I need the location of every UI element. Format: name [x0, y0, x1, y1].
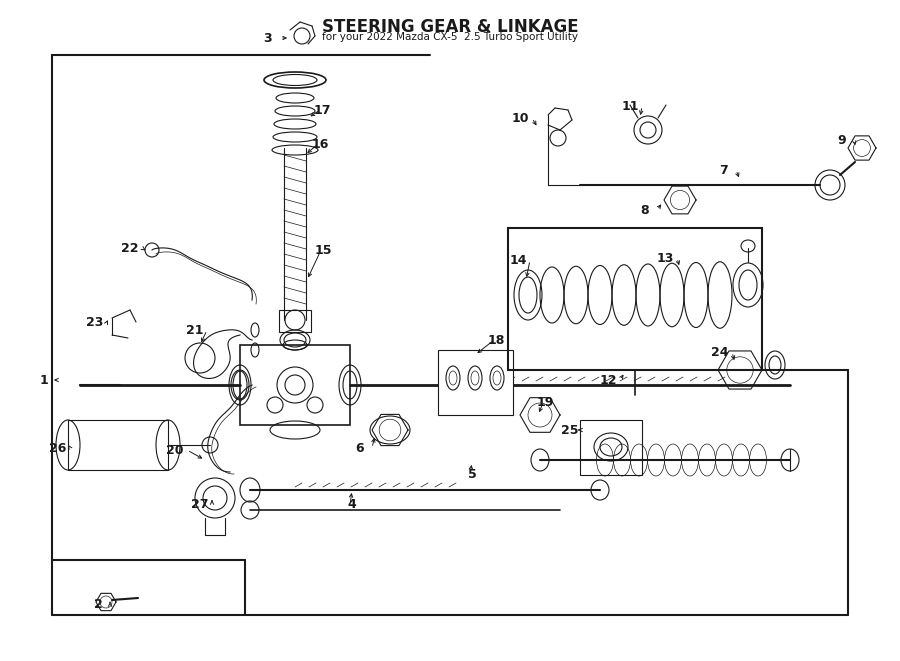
Text: 21: 21 [186, 323, 203, 336]
Text: 1: 1 [40, 373, 49, 387]
Bar [438, 350, 513, 415]
Bar [508, 228, 762, 370]
Text: STEERING GEAR & LINKAGE: STEERING GEAR & LINKAGE [321, 18, 579, 36]
Text: 14: 14 [509, 254, 526, 266]
Text: 25: 25 [562, 424, 579, 436]
Text: 8: 8 [641, 204, 649, 217]
Text: 24: 24 [711, 346, 729, 358]
Bar [279, 310, 311, 332]
Text: 13: 13 [656, 251, 674, 264]
Text: 18: 18 [487, 334, 505, 346]
Text: 22: 22 [122, 241, 139, 254]
Text: for your 2022 Mazda CX-5  2.5 Turbo Sport Utility: for your 2022 Mazda CX-5 2.5 Turbo Sport… [322, 32, 578, 42]
Text: 26: 26 [50, 442, 67, 455]
Text: 12: 12 [599, 373, 616, 387]
Bar [240, 345, 350, 425]
Text: 16: 16 [311, 137, 328, 151]
Text: 23: 23 [86, 315, 104, 329]
Text: 6: 6 [356, 442, 364, 455]
Text: 7: 7 [720, 163, 728, 176]
Text: 15: 15 [314, 243, 332, 256]
Text: 5: 5 [468, 469, 476, 481]
Text: 20: 20 [166, 444, 184, 457]
Text: 27: 27 [191, 498, 209, 510]
Bar [68, 420, 168, 470]
Text: 17: 17 [313, 104, 331, 116]
Bar [580, 420, 642, 475]
Text: 19: 19 [536, 397, 554, 410]
Text: 2: 2 [94, 598, 103, 611]
Text: 9: 9 [838, 134, 846, 147]
Text: 10: 10 [511, 112, 529, 124]
Text: 11: 11 [621, 100, 639, 112]
Text: 4: 4 [347, 498, 356, 512]
Text: 3: 3 [264, 32, 273, 44]
